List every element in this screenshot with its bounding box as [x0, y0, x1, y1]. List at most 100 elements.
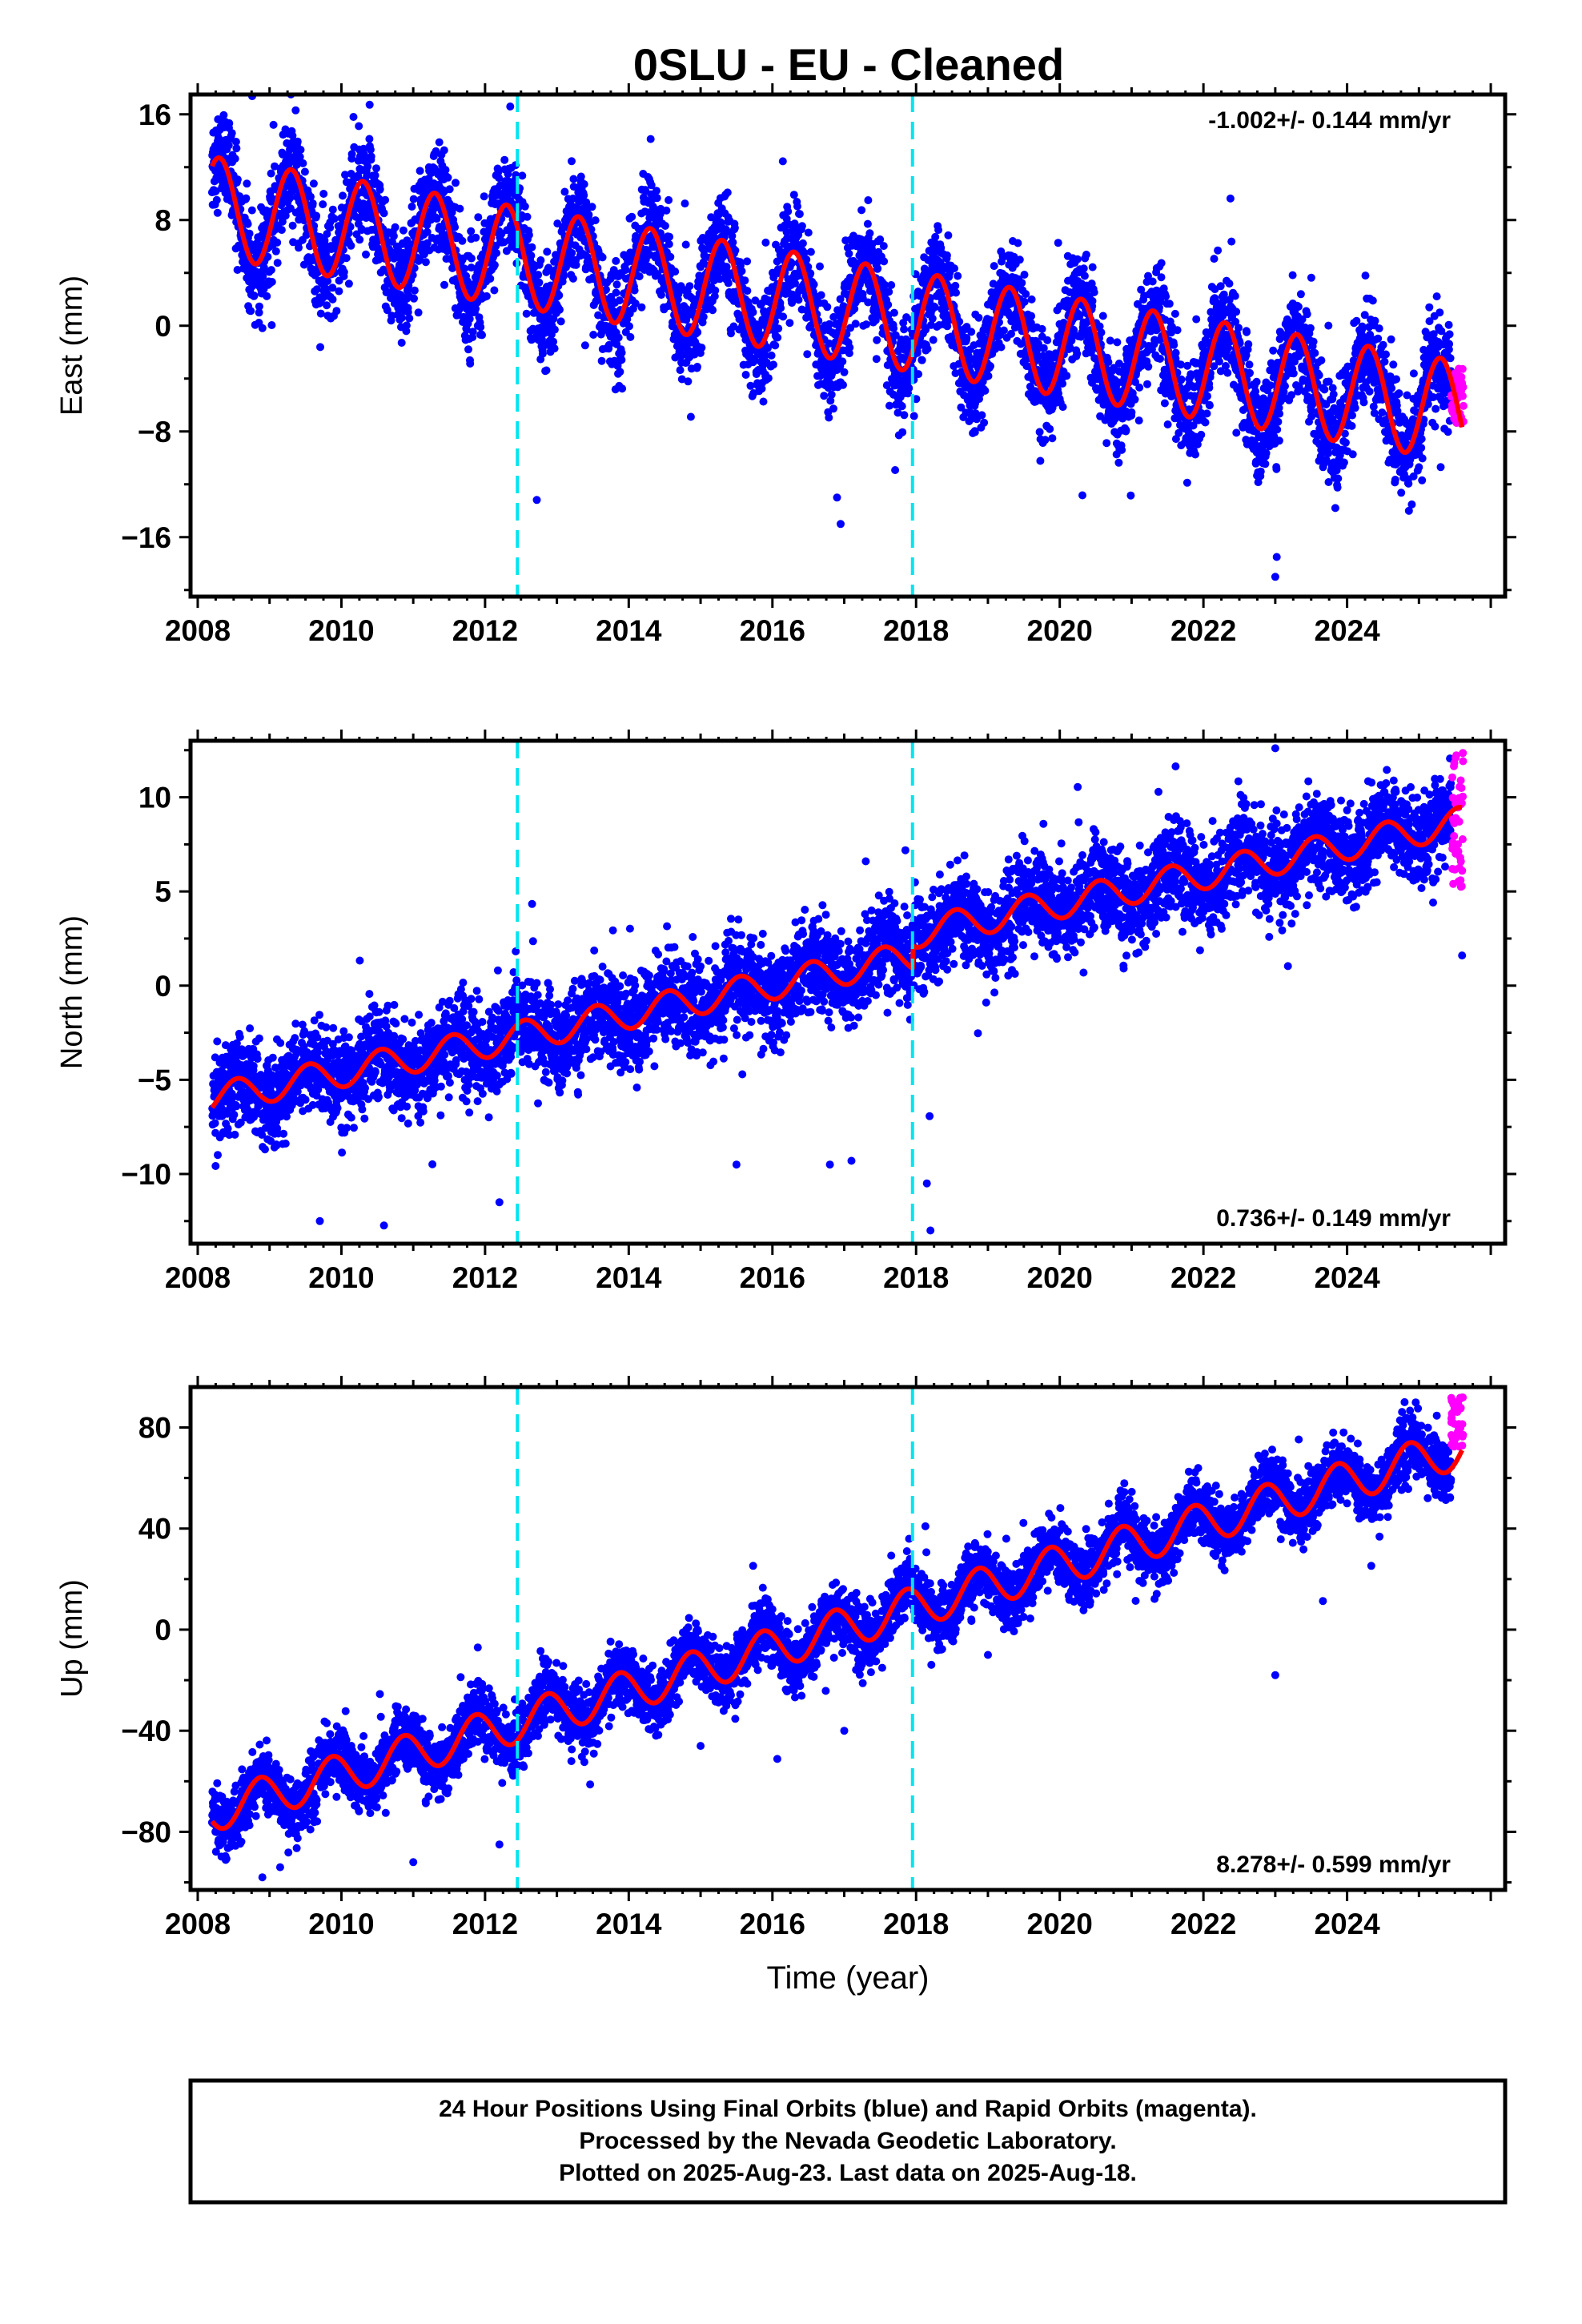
daily-position-point [296, 146, 305, 154]
daily-position-point [1020, 271, 1029, 279]
daily-position-point [685, 282, 694, 291]
daily-position-point [761, 238, 770, 247]
daily-position-point [421, 258, 430, 267]
daily-position-point [381, 195, 390, 204]
daily-position-point [676, 366, 685, 375]
daily-position-point [625, 322, 633, 331]
daily-position-point [584, 211, 593, 219]
daily-position-point [1078, 491, 1086, 500]
daily-position-point [1018, 279, 1026, 287]
daily-position-point [319, 200, 327, 209]
daily-position-point [472, 304, 480, 313]
daily-position-point [671, 267, 680, 276]
daily-position-point [323, 277, 332, 285]
daily-position-point [277, 226, 286, 235]
daily-position-point [267, 278, 276, 286]
daily-position-point [800, 248, 809, 257]
daily-position-point [657, 291, 665, 300]
daily-position-point [909, 412, 918, 420]
daily-position-point [362, 250, 370, 259]
daily-position-point [1173, 326, 1182, 335]
daily-position-point [410, 294, 418, 303]
daily-position-point [729, 238, 737, 247]
daily-position-point [1243, 328, 1251, 336]
daily-position-point [1210, 255, 1219, 263]
daily-position-point [885, 401, 893, 410]
daily-position-point [750, 356, 759, 365]
daily-position-point [618, 384, 627, 393]
daily-position-point [774, 324, 783, 333]
daily-position-point [879, 242, 888, 251]
daily-position-point [383, 306, 391, 315]
daily-position-point [1261, 460, 1270, 468]
daily-position-point [383, 287, 391, 296]
daily-position-point [1203, 409, 1211, 418]
daily-position-point [423, 239, 432, 247]
daily-position-point [980, 418, 989, 427]
daily-position-point [366, 145, 375, 154]
page-title: 0SLU - EU - Cleaned [633, 39, 1064, 90]
daily-position-point [951, 281, 960, 290]
daily-position-point [528, 243, 536, 251]
daily-position-point [250, 292, 259, 300]
daily-position-point [677, 375, 686, 384]
daily-position-point [923, 344, 932, 353]
daily-position-point [402, 321, 411, 330]
daily-position-point [1274, 417, 1283, 426]
daily-position-point [363, 171, 371, 180]
daily-position-point [612, 256, 620, 265]
daily-position-point [295, 243, 303, 252]
daily-position-point [330, 215, 339, 223]
daily-position-point [524, 231, 533, 239]
daily-position-point [1027, 312, 1036, 320]
daily-position-point [359, 150, 368, 159]
daily-position-point [572, 260, 580, 269]
daily-position-point [635, 272, 644, 281]
daily-position-point [681, 199, 689, 208]
daily-position-point [405, 314, 414, 323]
daily-position-point [806, 247, 815, 256]
daily-position-point [631, 300, 640, 308]
daily-position-point [1148, 277, 1157, 286]
daily-position-point [798, 239, 807, 247]
daily-position-point [1080, 271, 1089, 280]
daily-position-point [717, 219, 725, 227]
daily-position-point [389, 231, 398, 240]
daily-position-point [1182, 478, 1191, 487]
daily-position-point [404, 308, 412, 316]
daily-position-point [1232, 308, 1241, 316]
daily-position-point [347, 241, 355, 250]
daily-position-point [967, 328, 976, 336]
daily-position-point [406, 240, 415, 249]
daily-position-point [543, 247, 552, 256]
daily-position-point [328, 205, 337, 214]
daily-position-point [836, 295, 845, 304]
daily-position-point [1073, 349, 1082, 358]
daily-position-point [576, 172, 585, 181]
daily-position-point [693, 328, 702, 336]
daily-position-point [293, 137, 302, 146]
daily-position-point [764, 374, 773, 383]
daily-position-point [863, 219, 872, 228]
daily-position-point [482, 292, 491, 300]
daily-position-point [723, 188, 732, 197]
daily-position-point [288, 221, 297, 230]
daily-position-point [339, 267, 348, 276]
daily-position-point [1157, 273, 1166, 282]
daily-position-point [1246, 368, 1254, 377]
daily-position-point [408, 203, 416, 211]
daily-position-point [472, 233, 480, 242]
daily-position-point [1269, 346, 1278, 355]
daily-position-point [518, 171, 527, 180]
daily-position-point [1197, 430, 1206, 439]
daily-position-point [710, 292, 719, 300]
daily-position-point [1223, 368, 1232, 377]
daily-position-point [802, 255, 811, 263]
daily-position-point [500, 155, 509, 164]
daily-position-point [490, 260, 499, 269]
daily-position-point [1256, 467, 1265, 476]
daily-position-point [716, 275, 724, 283]
daily-position-point [950, 264, 958, 273]
daily-position-point [1225, 279, 1234, 288]
daily-position-point [580, 191, 588, 199]
